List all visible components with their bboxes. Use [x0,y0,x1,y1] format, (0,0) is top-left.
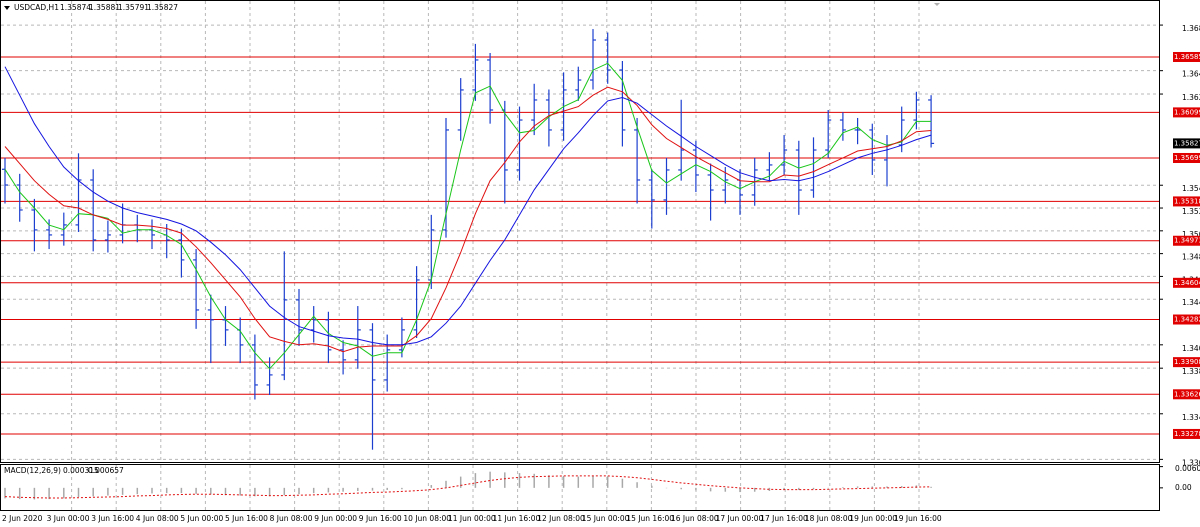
y-tick-label: 1.34060 [1182,344,1200,353]
y-tick-label: 1.33855 [1182,367,1200,376]
moving-average [4,62,932,370]
level-label-box [1173,152,1200,163]
level-label-box [1173,357,1200,368]
x-tick-label: 15 Jun 00:00 [582,514,630,523]
macd-signal-line [4,475,932,499]
quote-low: 1.35791 [118,3,149,12]
level-label: 1.33626 [1174,390,1200,398]
x-tick-label: 17 Jun 00:00 [716,514,764,523]
x-tick-label: 2 Jun 2020 [2,514,43,523]
quote-open: 1.35874 [60,3,91,12]
x-tick-label: 15 Jun 16:00 [626,514,674,523]
macd-tick-label: 0.00 [1175,483,1192,492]
x-tick-label: 18 Jun 08:00 [805,514,853,523]
x-tick-label: 10 Jun 08:00 [403,514,451,523]
quote-close: 1.35827 [147,3,178,12]
x-tick-label: 3 Jun 16:00 [91,514,134,523]
y-tick-label: 1.36465 [1182,70,1200,79]
labels: 2 Jun 2020 3 Jun 00:00 3 Jun 16:00 4 Jun 08… [2,24,1200,523]
signal-readout: 0.000657 [88,466,124,475]
x-tick-label: 12 Jun 08:00 [537,514,585,523]
level-label: 1.33278 [1174,430,1200,438]
macd-title: MACD(12,26,9) [4,466,61,475]
y-tick-label: 1.35460 [1182,184,1200,193]
level-label: 1.35318 [1174,197,1200,205]
level-label-box [1173,428,1200,439]
level-label: 1.35699 [1174,154,1200,162]
y-tick-label: 1.35060 [1182,230,1200,239]
x-tick-label: 5 Jun 16:00 [225,514,268,523]
chart-title: USDCAD,H1 [14,3,59,12]
y-tick-label: 1.33455 [1182,413,1200,422]
level-label-box [1173,107,1200,118]
level-label: 1.36585 [1174,53,1200,61]
moving-average [4,86,932,353]
quote-high: 1.35881 [89,3,120,12]
x-tick-label: 17 Jun 16:00 [760,514,808,523]
y-tick-label: 1.34460 [1182,298,1200,307]
chart-shift-marker [934,3,940,6]
level-label: 1.33908 [1174,358,1200,366]
macd-panel-border [0,464,1160,511]
x-tick-label: 9 Jun 00:00 [314,514,357,523]
x-tick-label: 16 Jun 08:00 [671,514,719,523]
y-tick-label: 1.34860 [1182,253,1200,262]
level-label: 1.36099 [1174,108,1200,116]
symbol-menu-arrow[interactable] [4,6,10,10]
current-price-label: 1.35827 [1174,139,1200,147]
y-tick-label: 1.36865 [1182,24,1200,33]
level-label: 1.34973 [1174,237,1200,245]
moving-average [4,66,932,346]
x-tick-label: 9 Jun 16:00 [359,514,402,523]
main-panel-border [0,0,1160,463]
level-label-box [1173,277,1200,288]
level-label-box [1173,51,1200,62]
x-tick-label: 5 Jun 00:00 [180,514,223,523]
y-tick-label: 1.36260 [1182,93,1200,102]
x-tick-label: 3 Jun 00:00 [47,514,90,523]
macd-tick-label: 0.006043 [1175,464,1200,473]
level-label-box [1173,314,1200,325]
x-tick-label: 19 Jun 00:00 [849,514,897,523]
grid [1,1,1160,510]
y-tick-label: 1.33055 [1182,458,1200,467]
level-label-box [1173,389,1200,400]
level-label-box [1173,196,1200,207]
x-tick-label: 11 Jun 00:00 [448,514,496,523]
x-tick-label: 4 Jun 08:00 [136,514,179,523]
plot [1,29,1160,500]
level-label-box [1173,235,1200,246]
x-tick-label: 19 Jun 16:00 [894,514,942,523]
level-label: 1.34282 [1174,316,1200,324]
current-price-box [1173,138,1200,149]
x-tick-label: 11 Jun 16:00 [493,514,541,523]
macd-readout: 0.000315 [63,466,99,475]
level-label: 1.34604 [1174,279,1200,287]
x-tick-label: 8 Jun 08:00 [270,514,313,523]
y-tick-label: 1.35260 [1182,207,1200,216]
